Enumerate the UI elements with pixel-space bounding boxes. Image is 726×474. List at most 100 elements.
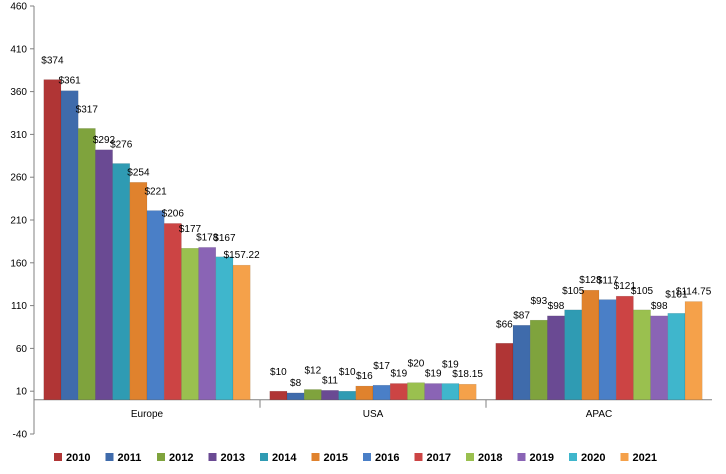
legend-label: 2010 xyxy=(66,452,90,464)
bar xyxy=(181,247,199,401)
data-label: $167 xyxy=(213,233,236,244)
bar xyxy=(303,389,322,401)
bar xyxy=(512,325,531,401)
bar xyxy=(372,384,391,401)
legend-swatch xyxy=(620,453,629,461)
data-label: $93 xyxy=(530,296,547,307)
legend-label: 2020 xyxy=(581,452,605,464)
y-tick-label: 110 xyxy=(11,301,27,312)
y-tick-label: 410 xyxy=(10,44,27,55)
legend-swatch xyxy=(466,453,474,461)
y-tick-label: 160 xyxy=(10,258,27,269)
bar xyxy=(129,182,148,401)
legend-label: 2018 xyxy=(478,452,502,464)
bar xyxy=(146,210,165,401)
legend: 2010 2011 2012 2013 2014 2015 2016 2017 2018 2019… xyxy=(54,452,657,464)
data-label: $66 xyxy=(496,319,513,330)
data-label: $11 xyxy=(322,375,338,386)
bar xyxy=(269,390,288,401)
legend-label: 2013 xyxy=(221,452,245,464)
data-label: $101 xyxy=(665,289,688,300)
y-tick-label: 310 xyxy=(10,130,27,141)
y-tick-label: 10 xyxy=(16,387,28,398)
bar xyxy=(581,289,600,401)
legend-swatch xyxy=(54,453,62,461)
legend-swatch xyxy=(157,453,165,461)
bar xyxy=(112,163,131,401)
bar xyxy=(564,309,583,401)
data-label: $276 xyxy=(110,140,133,151)
legend-label: 2012 xyxy=(169,452,193,464)
bar xyxy=(424,383,443,401)
bar xyxy=(232,264,251,401)
bar xyxy=(684,301,703,401)
bar xyxy=(198,247,217,401)
data-label: $178 xyxy=(196,232,219,243)
bar xyxy=(95,149,113,401)
legend-swatch xyxy=(569,453,577,461)
legend-swatch xyxy=(517,453,526,461)
bar xyxy=(615,295,634,401)
data-label: $157.22 xyxy=(224,250,261,261)
y-tick-label: 460 xyxy=(10,2,27,13)
data-label: $20 xyxy=(408,359,425,370)
data-label: $98 xyxy=(548,301,565,312)
data-label: $19 xyxy=(425,368,442,379)
data-label: $128 xyxy=(579,275,602,286)
data-label: $87 xyxy=(513,310,530,321)
legend-swatch xyxy=(311,453,320,461)
bar xyxy=(529,319,548,401)
bar xyxy=(667,313,686,401)
legend-swatch xyxy=(363,453,371,461)
legend-label: 2014 xyxy=(272,452,297,464)
legend-label: 2021 xyxy=(633,452,657,464)
data-label: $98 xyxy=(651,301,668,312)
bar xyxy=(355,385,374,401)
data-label: $177 xyxy=(179,224,202,235)
y-tick-label: -40 xyxy=(13,430,28,441)
bar xyxy=(389,383,408,401)
bar xyxy=(215,256,234,401)
data-label: $254 xyxy=(127,167,150,178)
x-category-label: Europe xyxy=(131,409,164,420)
data-label: $292 xyxy=(93,135,116,146)
legend-swatch xyxy=(105,453,114,461)
data-label: $10 xyxy=(270,367,287,378)
data-label: $105 xyxy=(562,286,585,297)
legend-swatch xyxy=(414,453,423,461)
bar xyxy=(598,299,617,401)
y-tick-label: 260 xyxy=(10,173,27,184)
legend-label: 2019 xyxy=(530,452,554,464)
bar xyxy=(441,383,460,401)
data-label: $114.75 xyxy=(676,287,712,298)
data-label: $105 xyxy=(631,286,654,297)
data-label: $19 xyxy=(442,359,459,370)
legend-label: 2017 xyxy=(427,452,451,464)
x-category-label: USA xyxy=(363,409,384,420)
y-tick-label: 360 xyxy=(10,87,27,98)
legend-swatch xyxy=(260,453,268,461)
data-label: $206 xyxy=(162,208,185,219)
data-label: $17 xyxy=(373,361,390,372)
bar xyxy=(495,343,514,401)
legend-swatch xyxy=(208,453,217,461)
data-label: $317 xyxy=(76,104,99,115)
bars xyxy=(43,79,703,401)
data-label: $8 xyxy=(290,378,302,389)
bar xyxy=(633,309,651,401)
bar xyxy=(60,90,79,401)
bar xyxy=(458,383,477,401)
bar xyxy=(77,128,96,401)
data-label: $121 xyxy=(614,281,637,292)
data-label: $361 xyxy=(58,76,81,87)
data-label: $117 xyxy=(597,276,619,287)
data-label: $18.15 xyxy=(452,369,483,380)
bar xyxy=(650,315,669,401)
data-label: $221 xyxy=(144,187,167,198)
legend-label: 2016 xyxy=(375,452,399,464)
y-tick-label: 60 xyxy=(16,344,28,355)
legend-label: 2015 xyxy=(324,452,348,464)
bar xyxy=(43,79,62,401)
data-labels: $374 $361 $317 $292$276 $254 $221 $206 $177$178… xyxy=(41,56,711,389)
